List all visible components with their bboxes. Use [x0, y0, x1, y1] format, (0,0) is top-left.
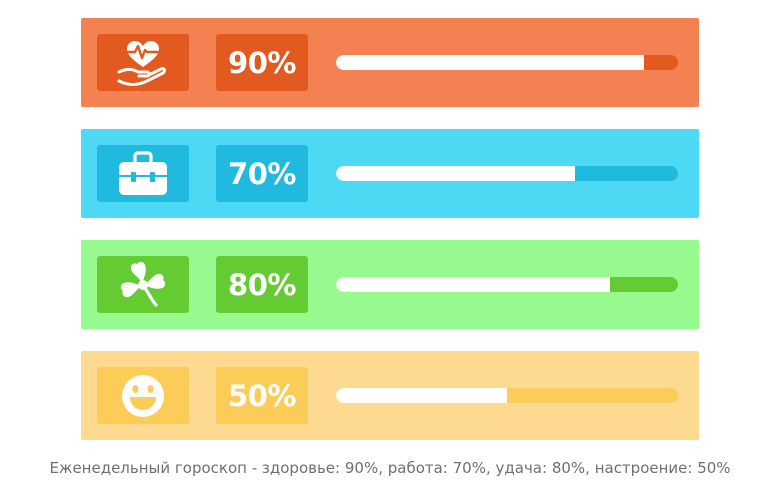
luck-card: 80% [81, 240, 699, 329]
mood-percent: 50% [216, 367, 308, 424]
health-card: 90% [81, 18, 699, 107]
smiley-icon [122, 374, 164, 417]
work-percent: 70% [216, 145, 308, 202]
health-progress-bar [336, 55, 678, 70]
mood-progress-fill [336, 388, 507, 403]
luck-percent: 80% [216, 256, 308, 313]
health-progress-fill [336, 55, 644, 70]
heart-hand-icon [117, 40, 166, 86]
mood-card: 50% [81, 351, 699, 440]
work-progress-bar [336, 166, 678, 181]
briefcase-icon [119, 150, 167, 195]
mood-icon-box [97, 367, 189, 424]
luck-progress-bar [336, 277, 678, 292]
health-percent: 90% [216, 34, 308, 91]
health-icon-box [97, 34, 189, 91]
work-card: 70% [81, 129, 699, 218]
mood-progress-bar [336, 388, 678, 403]
work-progress-fill [336, 166, 576, 181]
horoscope-caption: Еженедельный гороскоп - здоровье: 90%, р… [49, 459, 731, 477]
clover-icon [120, 261, 166, 307]
work-icon-box [97, 145, 189, 202]
luck-icon-box [97, 256, 189, 313]
luck-progress-fill [336, 277, 610, 292]
